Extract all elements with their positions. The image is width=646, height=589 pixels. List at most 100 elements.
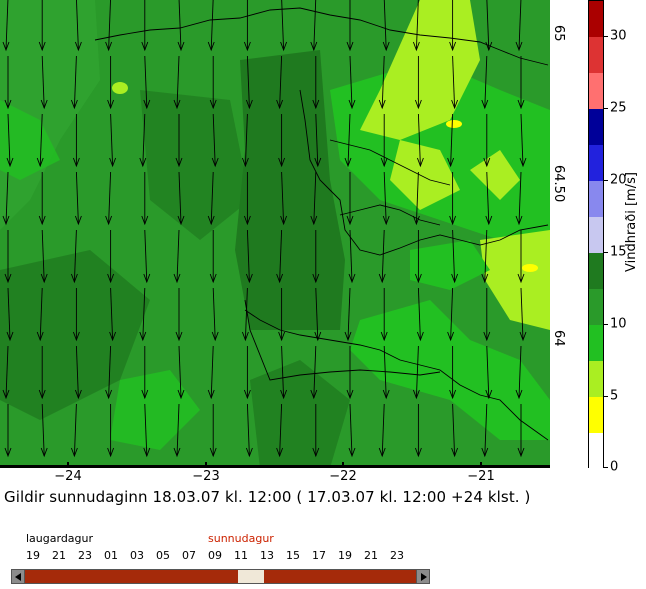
colorbar-band xyxy=(589,325,603,361)
wind-arrow xyxy=(110,287,114,341)
wind-arrowhead xyxy=(141,215,149,226)
wind-arrowhead xyxy=(109,157,117,168)
wind-arrowhead xyxy=(74,215,82,226)
wind-arrow xyxy=(73,55,77,109)
hour-label: 07 xyxy=(182,549,196,562)
wind-arrowhead xyxy=(449,41,457,52)
coastline xyxy=(244,309,549,441)
time-slider-handle[interactable] xyxy=(238,570,264,583)
wind-arrow xyxy=(212,113,216,167)
longitude-axis-bar xyxy=(0,465,550,468)
wind-arrowhead xyxy=(451,99,459,110)
wind-arrowhead xyxy=(382,389,390,400)
time-slider-track[interactable] xyxy=(11,569,430,584)
wind-arrow xyxy=(520,287,524,341)
wind-arrowhead xyxy=(38,41,46,52)
wind-arrow xyxy=(484,403,488,457)
wind-arrowhead xyxy=(105,389,113,400)
wind-arrowhead xyxy=(40,273,48,284)
wind-arrowhead xyxy=(107,447,115,458)
wind-arrow xyxy=(279,229,283,283)
wind-arrow xyxy=(450,113,454,167)
wind-arrow xyxy=(246,229,250,283)
wind-arrow xyxy=(75,345,79,399)
wind-arrowhead xyxy=(310,389,318,400)
wind-arrowhead xyxy=(312,447,320,458)
wind-arrowhead xyxy=(280,41,288,52)
latitude-label-64-50: 64.50 xyxy=(551,165,566,203)
wind-arrow xyxy=(73,229,77,283)
wind-arrowhead xyxy=(6,157,14,168)
wind-arrowhead xyxy=(2,215,10,226)
valid-time-text: Gildir sunnudaginn 18.03.07 kl. 12:00 ( … xyxy=(4,488,531,506)
wind-arrow xyxy=(178,345,182,399)
wind-arrow xyxy=(381,403,385,457)
time-forward-button[interactable] xyxy=(416,569,430,584)
wind-arrow xyxy=(518,345,522,399)
wind-arrowhead xyxy=(449,215,457,226)
wind-arrowhead xyxy=(515,389,523,400)
wind-arrow xyxy=(486,0,490,51)
wind-arrowhead xyxy=(380,157,388,168)
wind-arrow xyxy=(144,55,148,109)
wind-arrowhead xyxy=(517,273,525,284)
wind-arrowhead xyxy=(209,99,217,110)
wind-arrowhead xyxy=(485,215,493,226)
colorbar-band xyxy=(589,217,603,253)
hour-label: 19 xyxy=(26,549,40,562)
wind-arrow xyxy=(347,287,351,341)
wind-arrow xyxy=(520,113,524,167)
wind-arrow xyxy=(279,403,283,457)
wind-arrowhead xyxy=(4,273,12,284)
wind-arrowhead xyxy=(346,389,354,400)
wind-arrow xyxy=(452,55,456,109)
colorbar-band xyxy=(589,433,603,469)
wind-arrowhead xyxy=(481,273,489,284)
longitude-label-23: −23 xyxy=(192,469,220,484)
wind-arrowhead xyxy=(346,41,354,52)
hour-label: 13 xyxy=(260,549,274,562)
wind-arrow xyxy=(484,55,488,109)
wind-arrow xyxy=(486,171,490,225)
wind-arrowhead xyxy=(276,99,284,110)
wind-arrowhead xyxy=(70,447,78,458)
wind-arrowhead xyxy=(519,157,527,168)
wind-arrow xyxy=(178,0,182,51)
time-back-button[interactable] xyxy=(11,569,25,584)
longitude-tick xyxy=(480,462,482,468)
wind-arrow xyxy=(279,55,283,109)
wind-arrow xyxy=(108,345,112,399)
colorbar-tick xyxy=(604,396,608,397)
wind-arrowhead xyxy=(207,389,215,400)
hour-label: 09 xyxy=(208,549,222,562)
wind-field-svg xyxy=(0,0,550,468)
wind-arrow xyxy=(210,345,214,399)
wind-zone-weak xyxy=(350,300,550,440)
hour-label: 17 xyxy=(312,549,326,562)
wind-arrowhead xyxy=(177,41,185,52)
arrow-right-icon xyxy=(421,573,427,581)
wind-arrowhead xyxy=(243,389,251,400)
wind-arrow xyxy=(452,403,456,457)
longitude-label-22: −22 xyxy=(329,469,357,484)
wind-arrowhead xyxy=(175,331,183,342)
wind-arrow xyxy=(41,55,45,109)
wind-arrowhead xyxy=(310,41,318,52)
wind-arrow xyxy=(518,171,522,225)
hour-label: 23 xyxy=(390,549,404,562)
wind-arrowhead xyxy=(344,331,352,342)
wind-arrowhead xyxy=(72,331,80,342)
hour-label: 19 xyxy=(338,549,352,562)
wind-arrow xyxy=(110,113,114,167)
wind-zone-calm xyxy=(522,264,538,272)
wind-arrowhead xyxy=(243,41,251,52)
wind-arrow xyxy=(349,229,353,283)
colorbar-tick-label: 5 xyxy=(610,388,619,404)
wind-arrow xyxy=(75,171,79,225)
hour-label: 11 xyxy=(234,549,248,562)
wind-arrowhead xyxy=(6,331,14,342)
wind-arrowhead xyxy=(173,273,181,284)
wind-arrowhead xyxy=(312,99,320,110)
wind-arrowhead xyxy=(380,331,388,342)
wind-arrowhead xyxy=(143,99,151,110)
